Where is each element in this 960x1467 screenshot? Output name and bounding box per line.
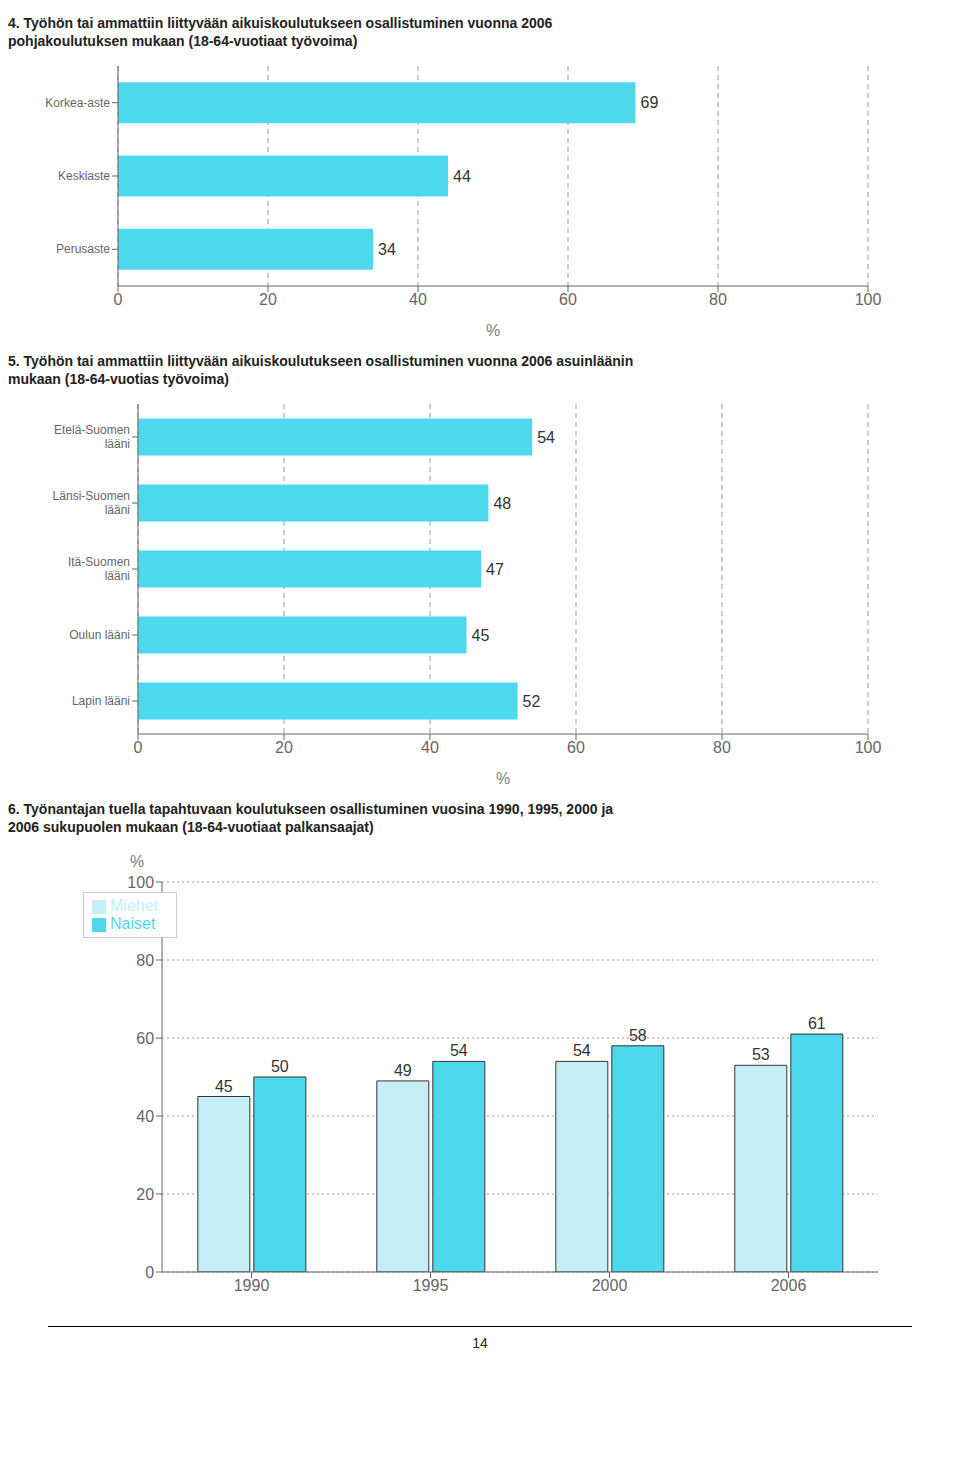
svg-text:1990: 1990 xyxy=(234,1277,270,1294)
svg-text:54: 54 xyxy=(573,1042,591,1059)
html-text:6. Työnantajan tuella tapahtuv: 6. Työnantajan tuella tapahtuvaan koulut… xyxy=(8,801,614,835)
html-text:5. Työhön tai ammattiin liitty: 5. Työhön tai ammattiin liittyvään aikui… xyxy=(8,353,634,387)
svg-text:60: 60 xyxy=(136,1030,154,1047)
svg-text:47: 47 xyxy=(486,561,504,578)
svg-text:Keskiaste: Keskiaste xyxy=(58,169,110,183)
svg-text:100: 100 xyxy=(127,874,154,891)
html-text:Naiset: Naiset xyxy=(110,915,156,932)
svg-text:80: 80 xyxy=(136,952,154,969)
svg-text:58: 58 xyxy=(629,1027,647,1044)
svg-text:40: 40 xyxy=(421,739,439,756)
svg-text:Länsi-Suomenlääni: Länsi-Suomenlääni xyxy=(53,489,130,517)
svg-text:100: 100 xyxy=(855,739,882,756)
svg-text:0: 0 xyxy=(114,291,123,308)
svg-text:20: 20 xyxy=(136,1186,154,1203)
svg-text:52: 52 xyxy=(523,693,541,710)
svg-text:44: 44 xyxy=(453,168,471,185)
svg-text:34: 34 xyxy=(378,241,396,258)
svg-text:100: 100 xyxy=(855,291,882,308)
svg-text:49: 49 xyxy=(394,1062,412,1079)
svg-text:20: 20 xyxy=(275,739,293,756)
svg-text:Etelä-Suomenlääni: Etelä-Suomenlääni xyxy=(54,423,130,451)
svg-text:%: % xyxy=(486,322,500,339)
svg-text:54: 54 xyxy=(450,1042,468,1059)
html-text:14: 14 xyxy=(472,1335,488,1351)
svg-text:20: 20 xyxy=(259,291,277,308)
svg-text:60: 60 xyxy=(567,739,585,756)
svg-text:%: % xyxy=(130,853,144,870)
svg-text:2000: 2000 xyxy=(592,1277,628,1294)
svg-text:Oulun lääni: Oulun lääni xyxy=(69,628,130,642)
svg-text:45: 45 xyxy=(472,627,490,644)
svg-text:80: 80 xyxy=(709,291,727,308)
svg-text:40: 40 xyxy=(409,291,427,308)
svg-text:1995: 1995 xyxy=(413,1277,449,1294)
svg-text:Korkea-aste: Korkea-aste xyxy=(45,96,110,110)
svg-text:60: 60 xyxy=(559,291,577,308)
svg-text:Lapin lääni: Lapin lääni xyxy=(72,694,130,708)
svg-text:53: 53 xyxy=(752,1046,770,1063)
svg-text:45: 45 xyxy=(215,1078,233,1095)
svg-text:0: 0 xyxy=(145,1264,154,1281)
svg-text:80: 80 xyxy=(713,739,731,756)
svg-text:2006: 2006 xyxy=(771,1277,807,1294)
svg-text:%: % xyxy=(496,770,510,787)
svg-text:Perusaste: Perusaste xyxy=(56,242,110,256)
svg-text:48: 48 xyxy=(493,495,511,512)
svg-text:69: 69 xyxy=(641,94,659,111)
svg-text:Itä-Suomenlääni: Itä-Suomenlääni xyxy=(68,555,130,583)
svg-text:0: 0 xyxy=(134,739,143,756)
svg-text:61: 61 xyxy=(808,1015,826,1032)
html-text:4. Työhön tai ammattiin liitty: 4. Työhön tai ammattiin liittyvään aikui… xyxy=(8,15,553,49)
svg-text:40: 40 xyxy=(136,1108,154,1125)
html-text:Miehet: Miehet xyxy=(110,897,158,914)
svg-text:54: 54 xyxy=(537,429,555,446)
svg-text:50: 50 xyxy=(271,1058,289,1075)
